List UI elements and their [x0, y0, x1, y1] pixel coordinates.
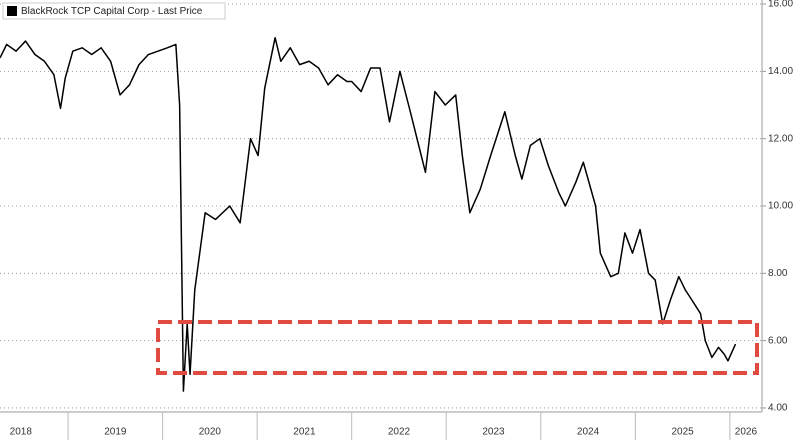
- x-tick-label: 2020: [199, 427, 222, 438]
- price-line: [0, 36, 737, 392]
- y-tick-label: 4.00: [768, 403, 788, 414]
- x-tick-label: 2021: [293, 427, 316, 438]
- x-tick-label: 2025: [671, 427, 694, 438]
- x-tick-label: 2022: [388, 427, 411, 438]
- legend: BlackRock TCP Capital Corp - Last Price: [2, 2, 226, 20]
- legend-label: BlackRock TCP Capital Corp - Last Price: [21, 6, 203, 17]
- legend-box: [2, 2, 226, 20]
- highlight-box: [156, 320, 759, 375]
- x-tick-label: 2023: [482, 427, 505, 438]
- y-tick-label: 10.00: [768, 201, 793, 212]
- x-tick-label: 2018: [10, 427, 33, 438]
- y-tick-label: 8.00: [768, 268, 788, 279]
- x-tick-label: 2024: [577, 427, 600, 438]
- legend-swatch: [7, 6, 17, 16]
- y-tick-label: 16.00: [768, 0, 793, 10]
- y-tick-label: 12.00: [768, 133, 793, 144]
- x-tick-label: 2026: [735, 427, 758, 438]
- y-tick-label: 14.00: [768, 66, 793, 77]
- x-tick-label: 2019: [104, 427, 127, 438]
- plot-area: [0, 36, 737, 392]
- y-tick-label: 6.00: [768, 335, 788, 346]
